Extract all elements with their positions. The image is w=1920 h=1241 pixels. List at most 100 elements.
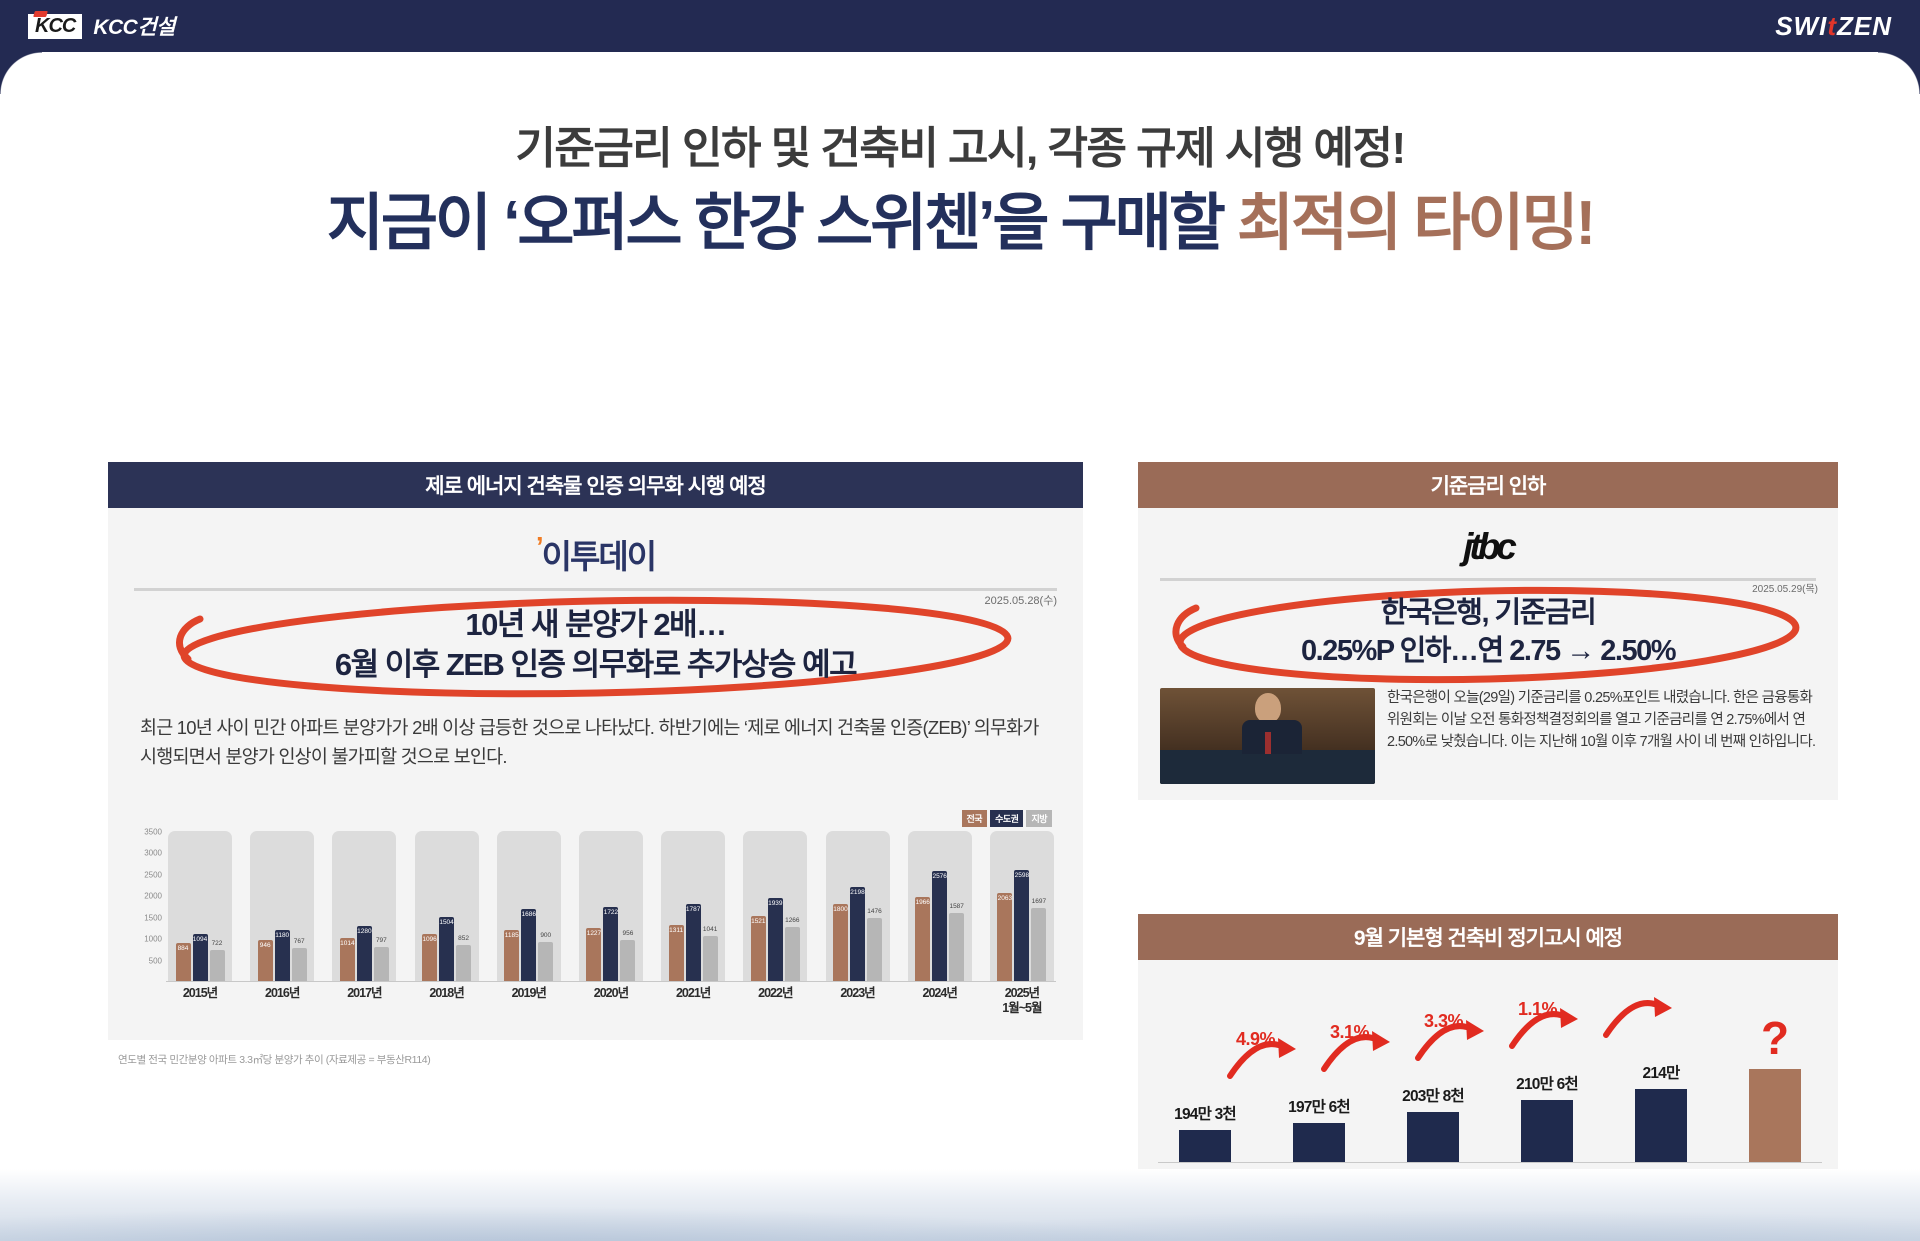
- cost-value-label: 194만 3천: [1174, 1106, 1237, 1124]
- legend-item-nationwide: 전국: [961, 810, 988, 827]
- cost-bar: [1407, 1111, 1459, 1162]
- bar-set: 1311 1787 1041: [665, 831, 721, 981]
- x-tick-label: 2015년: [182, 986, 218, 1000]
- bar-수도권: 2198: [850, 886, 865, 981]
- headline-title-navy: 지금이 ‘오퍼스 한강 스위첸’을 구매할: [326, 189, 1238, 258]
- rate-bottom-row: 한국은행이 오늘(29일) 기준금리를 0.25%포인트 내렸습니다. 한은 금…: [1156, 688, 1820, 785]
- bar-value-label: 767: [293, 938, 305, 946]
- growth-percent-label: 1.1%: [1518, 998, 1558, 1019]
- y-tick-label: 2500: [144, 870, 162, 880]
- bar-전국: 2063: [997, 892, 1013, 981]
- news-headline-circled: 10년 새 분양가 2배… 6월 이후 ZEB 인증 의무화로 추가상승 예고: [130, 596, 1061, 698]
- bar-value-label: 2598: [1014, 871, 1030, 879]
- bar-전국: 1311: [668, 924, 684, 981]
- bar-수도권: 2576: [932, 870, 948, 981]
- bar-value-label: 1227: [586, 930, 602, 938]
- bar-value-label: 852: [458, 934, 469, 942]
- panel-zeb-certification: 제로 에너지 건축물 인증 의무화 시행 예정 ’이투데이 2025.05.28…: [108, 462, 1083, 1040]
- bar-지방: 1697: [1031, 898, 1047, 981]
- bar-value-label: 1041: [702, 926, 718, 934]
- bar-value-label: 722: [211, 940, 223, 948]
- bar-value-label: 900: [540, 932, 552, 940]
- photo-desk: [1160, 750, 1375, 785]
- x-tick-label: 2021년: [675, 986, 711, 1000]
- kcc-wordmark: KCC건설: [93, 16, 175, 39]
- bar-전국: 1014: [339, 937, 355, 981]
- bar-지방: 797: [373, 937, 389, 981]
- growth-percent-label: 3.1%: [1330, 1021, 1370, 1042]
- bar-전국: 946: [257, 940, 273, 981]
- bar-지방: 1476: [867, 908, 882, 981]
- panel-rate-title: 기준금리 인하: [1138, 462, 1838, 508]
- press-date-etoday: 2025.05.28(수): [984, 595, 1058, 607]
- bar-지방: 1266: [784, 917, 800, 981]
- bar-set: 1185 1686 900: [501, 831, 557, 981]
- bar-group: 1096 1504 852: [413, 831, 481, 981]
- cost-bar: [1749, 1069, 1801, 1162]
- bar-지방: 1041: [702, 926, 718, 981]
- bar-group: 1014 1280 797: [330, 831, 398, 981]
- rate-headline-line-1: 한국은행, 기준금리: [1380, 597, 1597, 629]
- bar-value-label: 2576: [932, 872, 947, 880]
- rate-headline-line-2: 0.25%P 인하…연 2.75 → 2.50%: [1301, 634, 1677, 667]
- switzen-logo: SWItZEN: [1775, 11, 1892, 42]
- bar-value-label: 1722: [603, 909, 619, 917]
- switzen-part-2: ZEN: [1837, 10, 1892, 41]
- chart-y-axis: 500 1000 1500 2000 2500 3000 3500: [130, 828, 164, 982]
- cost-bar-column: 210만 6천: [1500, 1012, 1594, 1162]
- bar-value-label: 1587: [949, 903, 964, 910]
- bar-group: 1521 1939 1266: [741, 831, 809, 981]
- chart-legend: 전국 수도권 지방: [961, 810, 1052, 827]
- x-tick-label: 2019년: [511, 986, 547, 1000]
- cost-bar-column: 194만 3천: [1158, 1012, 1252, 1162]
- press-date-jtbc: 2025.05.29(목): [1752, 584, 1818, 595]
- slide-canvas: 기준금리 인하 및 건축비 고시, 각종 규제 시행 예정! 지금이 ‘오퍼스 …: [0, 52, 1920, 1241]
- bar-group: 884 1094 722: [166, 831, 234, 981]
- bar-group: 1311 1787 1041: [659, 831, 727, 981]
- headline-subtitle: 기준금리 인하 및 건축비 고시, 각종 규제 시행 예정!: [515, 124, 1406, 173]
- bar-value-label: 1476: [867, 907, 882, 915]
- cost-bar-column: 203만 8천: [1386, 1012, 1480, 1162]
- bar-value-label: 1787: [685, 906, 701, 914]
- headline-title-brown: 최적의 타이밍!: [1237, 189, 1596, 258]
- bar-value-label: 797: [375, 936, 387, 944]
- cost-value-label: 210만 6천: [1516, 1075, 1579, 1093]
- rate-headline-text: 한국은행, 기준금리 0.25%P 인하…연 2.75 → 2.50%: [1156, 595, 1820, 670]
- bar-value-label: 2198: [850, 888, 865, 896]
- photo-person: [1241, 693, 1302, 755]
- bar-value-label: 1266: [785, 916, 800, 924]
- bar-value-label: 1939: [768, 899, 783, 907]
- bar-수도권: 1722: [603, 907, 619, 981]
- kcc-logo: KCC KCC건설: [28, 11, 175, 41]
- divider-rule-rate: [1160, 578, 1816, 581]
- bar-set: 1014 1280 797: [336, 831, 392, 981]
- bar-수도권: 1094: [192, 934, 208, 981]
- bar-지방: 956: [620, 930, 636, 981]
- legend-item-capital: 수도권: [990, 810, 1024, 827]
- bar-value-label: 1800: [833, 905, 848, 913]
- bar-지방: 1587: [949, 903, 965, 981]
- x-tick-label: 2023년: [840, 986, 875, 1000]
- growth-arrow-icon: [1227, 1038, 1296, 1080]
- growth-percent-label: 4.9%: [1236, 1029, 1276, 1050]
- cost-bar-column: 197만 6천: [1272, 1012, 1366, 1162]
- x-tick-label: 2024년: [922, 986, 958, 1000]
- bar-전국: 1800: [833, 903, 848, 981]
- y-tick-label: 500: [148, 956, 162, 966]
- panel-construction-cost: 9월 기본형 건축비 정기고시 예정 194만 3천 197만 6천 203만 8천…: [1138, 914, 1838, 1196]
- bar-group: 1966 2576 1587: [906, 831, 974, 981]
- bar-group: 1227 1722 956: [577, 831, 645, 981]
- bar-전국: 1185: [504, 930, 520, 981]
- bar-value-label: 1521: [751, 917, 766, 925]
- rate-headline-circled: 한국은행, 기준금리 0.25%P 인하…연 2.75 → 2.50%: [1156, 586, 1820, 684]
- etoday-tick-icon: ’: [535, 531, 544, 562]
- bar-value-label: 1094: [192, 936, 208, 944]
- bar-수도권: 1787: [685, 904, 701, 981]
- bar-set: 1800 2198 1476: [830, 831, 886, 981]
- y-tick-label: 3500: [144, 827, 162, 837]
- chart-footnote: 연도별 전국 민간분양 아파트 3.3㎡당 분양가 추이 (자료제공 = 부동산…: [118, 1054, 431, 1066]
- cost-value-label: 197만 6천: [1288, 1098, 1351, 1116]
- photo-person-tie: [1264, 732, 1271, 755]
- photo-person-body: [1241, 720, 1302, 755]
- bar-value-label: 1180: [275, 932, 290, 940]
